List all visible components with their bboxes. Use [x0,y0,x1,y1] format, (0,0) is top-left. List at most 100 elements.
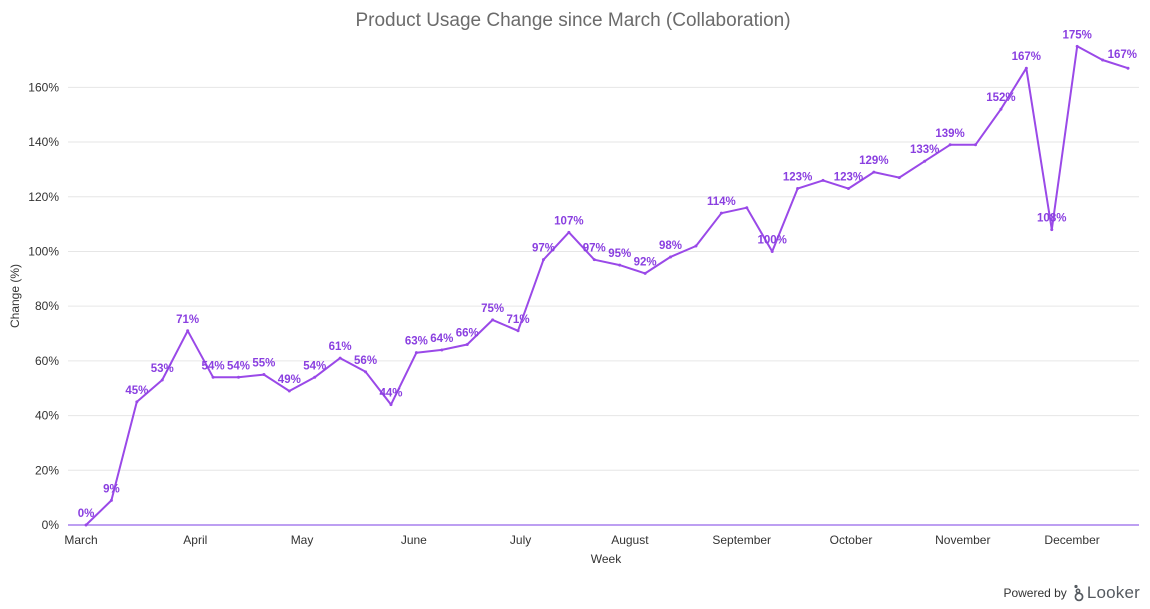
data-point [719,211,723,215]
data-point [618,263,622,267]
data-point [669,255,673,259]
y-axis-title: Change (%) [8,264,22,328]
y-axis-ticks: 0% 20% 40% 60% 80% 100% 120% 140% 160% [28,80,59,532]
data-point [440,348,444,352]
data-label: 54% [227,360,250,372]
data-point [516,329,520,333]
data-point [1024,66,1028,70]
x-tick-label: July [510,533,531,547]
data-label: 54% [202,360,225,372]
y-tick-label: 20% [35,463,59,477]
data-label: 53% [151,363,174,375]
data-label: 54% [303,360,326,372]
data-point [694,244,698,248]
data-point [897,176,901,180]
x-axis-title: Week [591,552,622,566]
y-tick-label: 60% [35,354,59,368]
x-tick-label: December [1044,533,1099,547]
series-line [85,45,1129,526]
x-tick-label: March [64,533,97,547]
data-label: 107% [554,215,583,227]
data-point [186,329,190,333]
data-point [821,178,825,182]
data-label: 75% [481,303,504,315]
data-point [770,249,774,253]
data-point [491,318,495,322]
data-label: 167% [1108,49,1137,61]
x-tick-label: September [712,533,771,547]
data-label: 9% [103,483,120,495]
y-tick-label: 40% [35,409,59,423]
y-tick-label: 80% [35,299,59,313]
data-label: 61% [329,341,352,353]
x-tick-label: April [183,533,207,547]
data-point [211,375,215,379]
x-axis-ticks: March April May June July August September Octo… [64,533,1099,547]
data-label: 64% [430,333,453,345]
x-tick-label: November [935,533,990,547]
data-label: 123% [783,172,812,184]
y-tick-label: 160% [28,80,59,94]
data-label: 98% [659,240,682,252]
data-label: 71% [176,314,199,326]
y-tick-label: 120% [28,190,59,204]
data-point [796,187,800,191]
data-point [541,258,545,262]
data-point [262,373,266,377]
looker-logo: Looker [1073,583,1140,603]
data-point [338,356,342,360]
data-label: 92% [634,256,657,268]
data-labels: 0%9%45%53%71%54% 54% 55%49%54%61%56%44%63%… [78,29,1137,520]
data-label: 56% [354,355,377,367]
data-label: 167% [1012,51,1041,63]
data-point [160,378,164,382]
powered-by-text: Powered by [1003,586,1067,600]
data-label: 123% [834,172,863,184]
data-point [923,159,927,163]
footer: Powered by Looker [1003,583,1140,603]
data-label: 63% [405,336,428,348]
data-label: 44% [379,388,402,400]
data-point [84,523,88,527]
data-point [1101,58,1105,62]
data-point [872,170,876,174]
gridlines [68,86,1139,471]
data-point [1075,44,1079,48]
data-label: 55% [252,358,275,370]
data-label: 133% [910,144,939,156]
data-label: 129% [859,155,888,167]
data-label: 114% [707,196,736,208]
data-label: 66% [456,327,479,339]
data-label: 175% [1062,29,1091,41]
y-tick-label: 0% [42,518,60,532]
data-point [236,375,240,379]
data-point [948,143,952,147]
data-label: 49% [278,374,301,386]
chart-title: Product Usage Change since March (Collab… [355,10,790,31]
data-label: 45% [125,385,148,397]
data-label: 97% [583,243,606,255]
data-point [414,351,418,355]
x-tick-label: August [611,533,649,547]
y-tick-label: 100% [28,244,59,258]
data-point [465,342,469,346]
data-label: 139% [935,128,964,140]
data-point [389,403,393,407]
data-point [313,375,317,379]
data-point [846,187,850,191]
y-tick-label: 140% [28,135,59,149]
data-point [1126,66,1130,70]
data-point [287,389,291,393]
looker-mark-icon [1074,584,1084,602]
data-point [135,400,139,404]
data-label: 71% [507,314,530,326]
data-point [974,143,978,147]
data-point [592,258,596,262]
x-tick-label: May [291,533,314,547]
data-label: 108% [1037,213,1066,225]
data-label: 0% [78,508,95,520]
data-point [364,370,368,374]
data-point [643,271,647,275]
data-point [567,230,571,234]
